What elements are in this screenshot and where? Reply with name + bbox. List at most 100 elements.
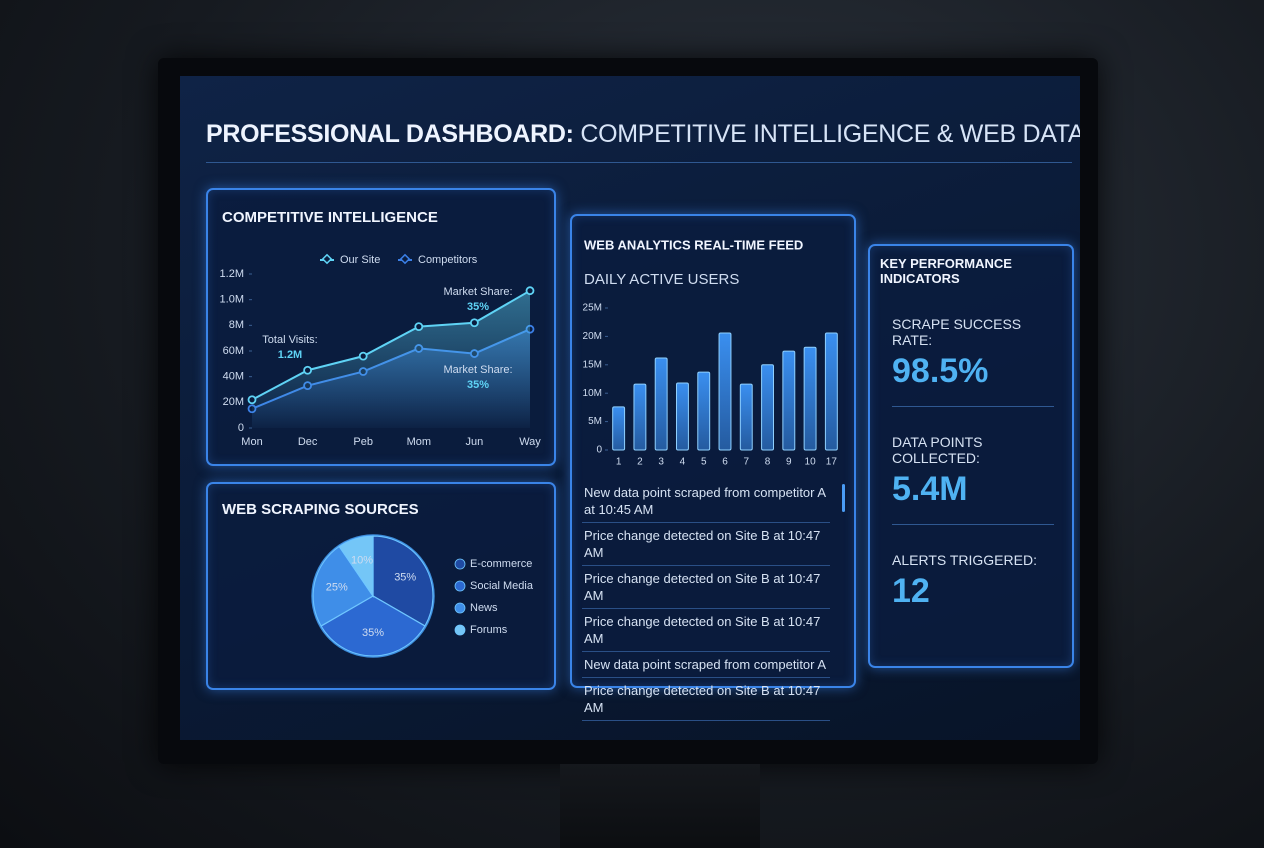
y-tick-label: 20M <box>223 396 244 408</box>
y-tick-label: 20M <box>583 331 602 342</box>
legend-label: News <box>470 602 498 614</box>
series-line <box>251 289 531 401</box>
series-area <box>252 290 530 428</box>
data-point <box>469 318 479 328</box>
data-point <box>358 351 368 361</box>
legend-label: Forums <box>470 624 508 636</box>
y-tick-label: 5M <box>588 416 602 427</box>
bar <box>612 406 626 451</box>
legend-label: Our Site <box>340 254 380 266</box>
data-point <box>303 365 312 375</box>
x-tick-label: 4 <box>680 457 686 468</box>
dashboard-title: PROFESSIONAL DASHBOARD: COMPETITIVE INTE… <box>206 120 1080 149</box>
feed-list: New data point scraped from competitor A… <box>582 480 830 721</box>
slice-label: 10% <box>351 554 373 566</box>
title-rest: COMPETITIVE INTELLIGENCE & WEB DATA <box>580 120 1080 148</box>
line-chart: COMPETITIVE INTELLIGENCE 0 20M 40M 60M 8M 1.0M… <box>220 209 542 448</box>
legend-label: E-commerce <box>470 558 532 570</box>
y-tick-label: 0 <box>238 422 244 434</box>
x-tick-label: Dec <box>298 436 318 448</box>
legend-marker <box>454 602 466 614</box>
x-tick-label: 2 <box>637 457 643 468</box>
title-rule <box>206 162 1072 163</box>
kpi-title: KEY PERFORMANCE INDICATORS <box>880 256 1012 286</box>
bar-chart: WEB ANALYTICS REAL-TIME FEED DAILY ACTIV… <box>583 237 838 468</box>
kpi-label: DATA POINTS COLLECTED: <box>892 434 983 466</box>
scrollbar[interactable] <box>842 484 845 512</box>
screen: PROFESSIONAL DASHBOARD: COMPETITIVE INTE… <box>180 76 1080 740</box>
y-tick-label: 10M <box>583 388 602 399</box>
line-panel: COMPETITIVE INTELLIGENCE 0 20M 40M 60M 8M 1.0M… <box>206 188 556 466</box>
kpi-value: 5.4M <box>892 470 968 508</box>
pie-slice <box>312 545 374 627</box>
x-tick-label: 8 <box>765 457 771 468</box>
x-tick-label: Mon <box>241 436 262 448</box>
data-point <box>414 322 424 332</box>
feed-item: Price change detected on Site B at 10:47… <box>582 523 830 566</box>
bar <box>739 383 753 451</box>
pie-chart: WEB SCRAPING SOURCES 35% 35% 25% 10% E-commer… <box>222 501 534 658</box>
chart-title: WEB SCRAPING SOURCES <box>222 501 419 518</box>
legend-marker <box>454 558 466 570</box>
legend-label: Competitors <box>418 254 478 266</box>
bar <box>697 371 711 451</box>
feed-item: Price change detected on Site B at 10:47… <box>582 678 830 721</box>
bar <box>803 346 817 451</box>
bar <box>675 382 689 451</box>
x-tick-label: Way <box>519 436 541 448</box>
annotation-label: Market Share: <box>443 364 512 376</box>
kpi-item: SCRAPE SUCCESS RATE: 98.5% <box>892 316 1056 391</box>
data-point <box>247 395 257 405</box>
bar <box>761 364 775 451</box>
kpi-value: 98.5% <box>892 352 989 390</box>
y-tick-label: 40M <box>223 371 244 383</box>
feed-item: Price change detected on Site B at 10:47… <box>582 609 830 652</box>
kpi-item: DATA POINTS COLLECTED: 5.4M <box>892 434 1056 509</box>
y-tick-label: 60M <box>223 345 244 357</box>
bar <box>824 332 838 451</box>
kpi-panel: KEY PERFORMANCE INDICATORS SCRAPE SUCCES… <box>868 244 1074 668</box>
data-point <box>525 286 535 296</box>
title-bold: PROFESSIONAL DASHBOARD: <box>206 120 574 148</box>
x-tick-label: 1 <box>616 457 622 468</box>
x-tick-label: 5 <box>701 457 707 468</box>
bar <box>633 383 647 451</box>
kpi-item: ALERTS TRIGGERED: 12 <box>892 552 1056 611</box>
pie-slice <box>338 535 374 598</box>
legend-marker <box>321 253 333 265</box>
chart-title: DAILY ACTIVE USERS <box>584 271 739 288</box>
legend-marker <box>454 624 466 636</box>
feed-item: New data point scraped from competitor A… <box>582 480 830 523</box>
bar <box>718 332 732 451</box>
pie-glow <box>311 534 435 658</box>
legend-marker <box>399 253 411 265</box>
y-tick-label: 0 <box>596 445 602 456</box>
chart-title: COMPETITIVE INTELLIGENCE <box>222 209 438 226</box>
y-tick-label: 8M <box>229 319 244 331</box>
y-tick-label: 15M <box>583 359 602 370</box>
slice-label: 25% <box>326 582 348 594</box>
feed-item: New data point scraped from competitor A <box>582 652 830 678</box>
y-tick-label: 1.0M <box>220 294 244 306</box>
x-tick-label: 7 <box>743 457 749 468</box>
bar <box>654 357 668 451</box>
monitor-stand <box>560 764 760 848</box>
kpi-label: ALERTS TRIGGERED: <box>892 552 1037 568</box>
annotation-value: 35% <box>467 301 489 313</box>
kpi-label: SCRAPE SUCCESS RATE: <box>892 316 1022 348</box>
slice-label: 35% <box>362 627 384 639</box>
annotation-value: 1.2M <box>278 349 302 361</box>
pie-slice <box>372 535 434 627</box>
kpi-separator <box>892 524 1054 525</box>
slice-label: 35% <box>394 571 416 583</box>
panel-title: WEB ANALYTICS REAL-TIME FEED <box>584 237 803 252</box>
x-tick-label: Peb <box>353 436 373 448</box>
y-tick-label: 25M <box>583 303 602 314</box>
bar <box>782 350 796 451</box>
legend-label: Social Media <box>470 580 534 592</box>
feed-item: Price change detected on Site B at 10:47… <box>582 566 830 609</box>
kpi-separator <box>892 406 1054 407</box>
pie-panel: WEB SCRAPING SOURCES 35% 35% 25% 10% E-commer… <box>206 482 556 690</box>
